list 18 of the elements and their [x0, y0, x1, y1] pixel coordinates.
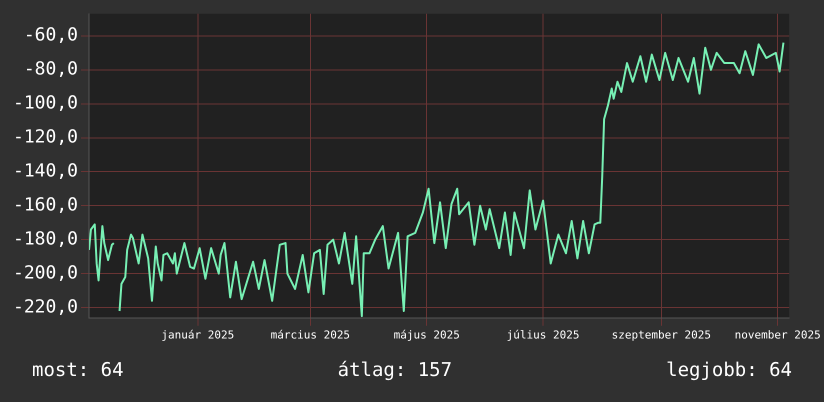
y-tick-label: -220,0 [12, 296, 78, 318]
y-tick-label: -80,0 [24, 58, 78, 80]
x-tick-label: július 2025 [506, 328, 580, 342]
x-tick-label: szeptember 2025 [612, 328, 712, 342]
y-tick-label: -100,0 [12, 92, 78, 114]
x-tick-label: március 2025 [270, 328, 350, 342]
text: most: 64 [32, 359, 124, 381]
y-tick-label: -200,0 [12, 262, 78, 284]
y-tick-label: -160,0 [12, 194, 78, 216]
y-tick-label: -120,0 [12, 126, 78, 148]
y-tick-label: -60,0 [24, 24, 78, 46]
x-tick-label: január 2025 [161, 328, 234, 342]
text: átlag: 157 [338, 359, 452, 381]
x-tick-label: november 2025 [734, 328, 821, 342]
text: legjobb: 64 [666, 359, 792, 381]
y-tick-label: -180,0 [12, 228, 78, 250]
y-tick-label: -140,0 [12, 160, 78, 182]
x-tick-label: május 2025 [394, 328, 460, 342]
